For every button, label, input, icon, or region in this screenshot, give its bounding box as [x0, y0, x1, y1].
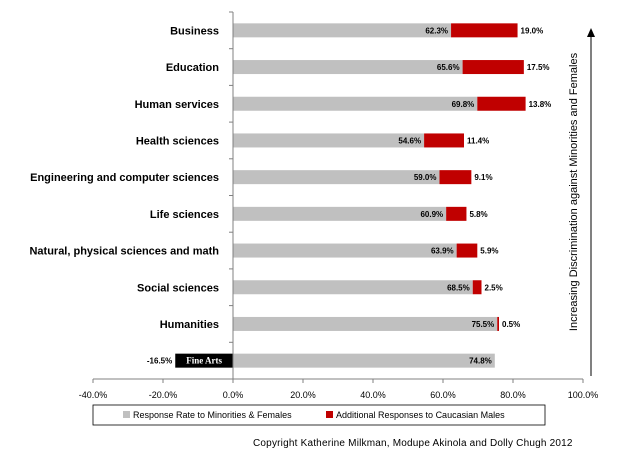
legend-box — [92, 404, 546, 426]
bar-base-4 — [233, 170, 440, 185]
data-label-additional-3: 11.4% — [467, 136, 489, 145]
category-label-5: Life sciences — [150, 209, 219, 221]
data-label-additional-8: 0.5% — [502, 320, 520, 329]
category-label-2: Human services — [135, 99, 219, 111]
data-label-additional-0: 19.0% — [521, 26, 544, 35]
x-tick-label-7: 100.0% — [568, 390, 599, 400]
data-label-base-4: 59.0% — [414, 173, 437, 182]
category-label-1: Education — [166, 62, 219, 74]
side-annotation-text: Increasing Discrimination against Minori… — [568, 52, 580, 331]
bar-base-3 — [233, 133, 425, 148]
legend: Response Rate to Minorities & Females Add… — [92, 404, 546, 426]
data-label-base-8: 75.5% — [472, 320, 495, 329]
data-label-base-6: 63.9% — [431, 247, 454, 256]
category-label-0: Business — [170, 25, 219, 37]
x-axis: -40.0% -20.0% 0.0% 20.0% 40.0% 60.0% 80.0% 100.… — [79, 11, 599, 400]
bars-group: 62.3% 19.0% 65.6% 17.5% 69.8% 13.8% 54.6% 11.4%… — [147, 23, 552, 368]
bar-additional-8 — [497, 316, 499, 331]
category-label-9: Fine Arts — [186, 356, 222, 366]
legend-label-additional: Additional Responses to Caucasian Males — [336, 410, 505, 420]
bar-base-2 — [233, 96, 478, 111]
x-tick-label-1: -20.0% — [149, 390, 178, 400]
x-tick-label-2: 0.0% — [223, 390, 244, 400]
bar-base-8 — [233, 316, 498, 331]
data-label-additional-9: -16.5% — [147, 357, 172, 366]
legend-swatch-base — [123, 411, 130, 418]
x-tick-label-4: 40.0% — [360, 390, 386, 400]
bar-base-1 — [233, 60, 463, 75]
data-label-base-9: 74.8% — [469, 357, 492, 366]
bar-base-7 — [233, 280, 473, 295]
bar-base-0 — [233, 23, 452, 38]
data-label-base-2: 69.8% — [452, 100, 475, 109]
data-label-additional-2: 13.8% — [529, 100, 552, 109]
x-tick-label-6: 80.0% — [500, 390, 526, 400]
data-label-base-3: 54.6% — [398, 136, 421, 145]
category-labels: Business Education Human services Health sc… — [29, 25, 222, 365]
data-label-base-7: 68.5% — [447, 283, 470, 292]
data-label-additional-7: 2.5% — [485, 283, 503, 292]
bar-base-6 — [233, 243, 457, 258]
data-label-base-5: 60.9% — [420, 210, 443, 219]
bar-negative-9 — [175, 353, 233, 368]
bar-additional-2 — [477, 96, 526, 111]
bar-additional-1 — [462, 60, 524, 75]
bar-base-9 — [233, 353, 495, 368]
bar-base-5 — [233, 206, 447, 221]
copyright-text: Copyright Katherine Milkman, Modupe Akin… — [253, 438, 573, 449]
category-label-3: Health sciences — [136, 135, 219, 147]
data-label-additional-4: 9.1% — [474, 173, 492, 182]
x-tick-label-3: 20.0% — [290, 390, 316, 400]
data-label-additional-1: 17.5% — [527, 63, 550, 72]
x-tick-label-5: 60.0% — [430, 390, 456, 400]
bar-additional-7 — [472, 280, 482, 295]
data-label-base-0: 62.3% — [425, 26, 448, 35]
data-label-additional-6: 5.9% — [480, 247, 498, 256]
legend-label-base: Response Rate to Minorities & Females — [133, 410, 292, 420]
bar-additional-0 — [451, 23, 518, 38]
legend-swatch-additional — [326, 411, 333, 418]
side-annotation: Increasing Discrimination against Minori… — [568, 28, 595, 376]
bar-additional-5 — [446, 206, 467, 221]
data-label-additional-5: 5.8% — [469, 210, 487, 219]
side-arrow-head-icon — [587, 28, 595, 37]
x-tick-label-0: -40.0% — [79, 390, 108, 400]
data-label-base-1: 65.6% — [437, 63, 460, 72]
category-label-6: Natural, physical sciences and math — [29, 246, 219, 258]
category-label-4: Engineering and computer sciences — [30, 172, 219, 184]
bar-additional-4 — [439, 170, 472, 185]
category-label-8: Humanities — [160, 319, 219, 331]
bar-additional-3 — [424, 133, 464, 148]
bar-additional-6 — [456, 243, 478, 258]
category-label-7: Social sciences — [137, 282, 219, 294]
